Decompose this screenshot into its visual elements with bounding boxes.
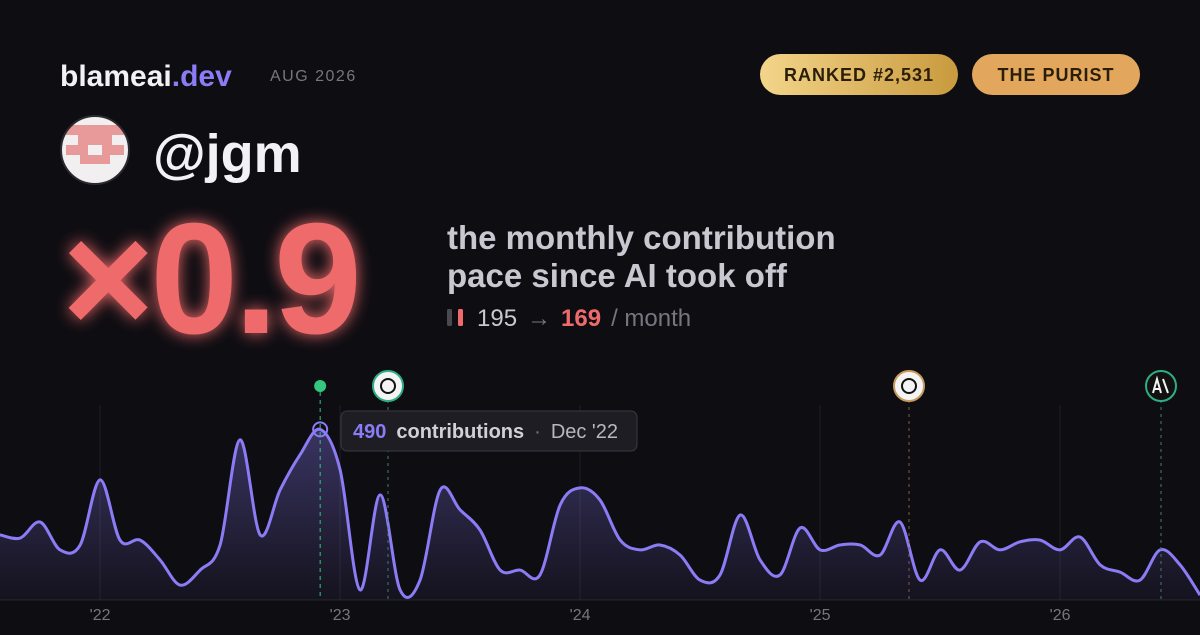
rank-badge xyxy=(760,54,958,95)
area xyxy=(0,429,1200,600)
highlight-dot xyxy=(314,380,327,392)
handle: @jgm xyxy=(153,124,302,184)
pace-line: 195 → 169/ month xyxy=(477,305,691,332)
legend-swatch xyxy=(447,309,452,326)
avatar-ring xyxy=(60,115,130,185)
avatar xyxy=(61,116,129,184)
x-tick-label: '25 xyxy=(810,607,831,624)
description-line: the monthly contribution xyxy=(447,219,836,256)
x-tick-label: '23 xyxy=(330,607,351,624)
x-tick-label: '26 xyxy=(1050,607,1071,624)
x-tick-label: '24 xyxy=(570,607,591,624)
event-marker xyxy=(893,370,925,600)
event-marker xyxy=(372,370,404,600)
event-marker xyxy=(1145,370,1177,600)
highlight-point xyxy=(312,421,329,438)
persona-text: THE PURIST xyxy=(997,65,1114,85)
period: AUG 2026 xyxy=(270,68,357,85)
legend-swatch xyxy=(458,309,463,326)
description-line: pace since AI took off xyxy=(447,257,788,294)
tooltip: 490 contributions · Dec '22 xyxy=(340,410,638,452)
multiplier: ×0.9 xyxy=(62,191,358,367)
brand: blameai.dev xyxy=(60,60,232,93)
chart: '22 '23 '24 '25 '26 xyxy=(0,380,1200,624)
persona-badge xyxy=(972,54,1140,95)
line xyxy=(0,427,1200,599)
x-tick-label: '22 xyxy=(90,607,111,624)
tooltip-text: 490 contributions · Dec '22 xyxy=(353,421,618,443)
rank-text: RANKED #2,531 xyxy=(784,65,934,85)
